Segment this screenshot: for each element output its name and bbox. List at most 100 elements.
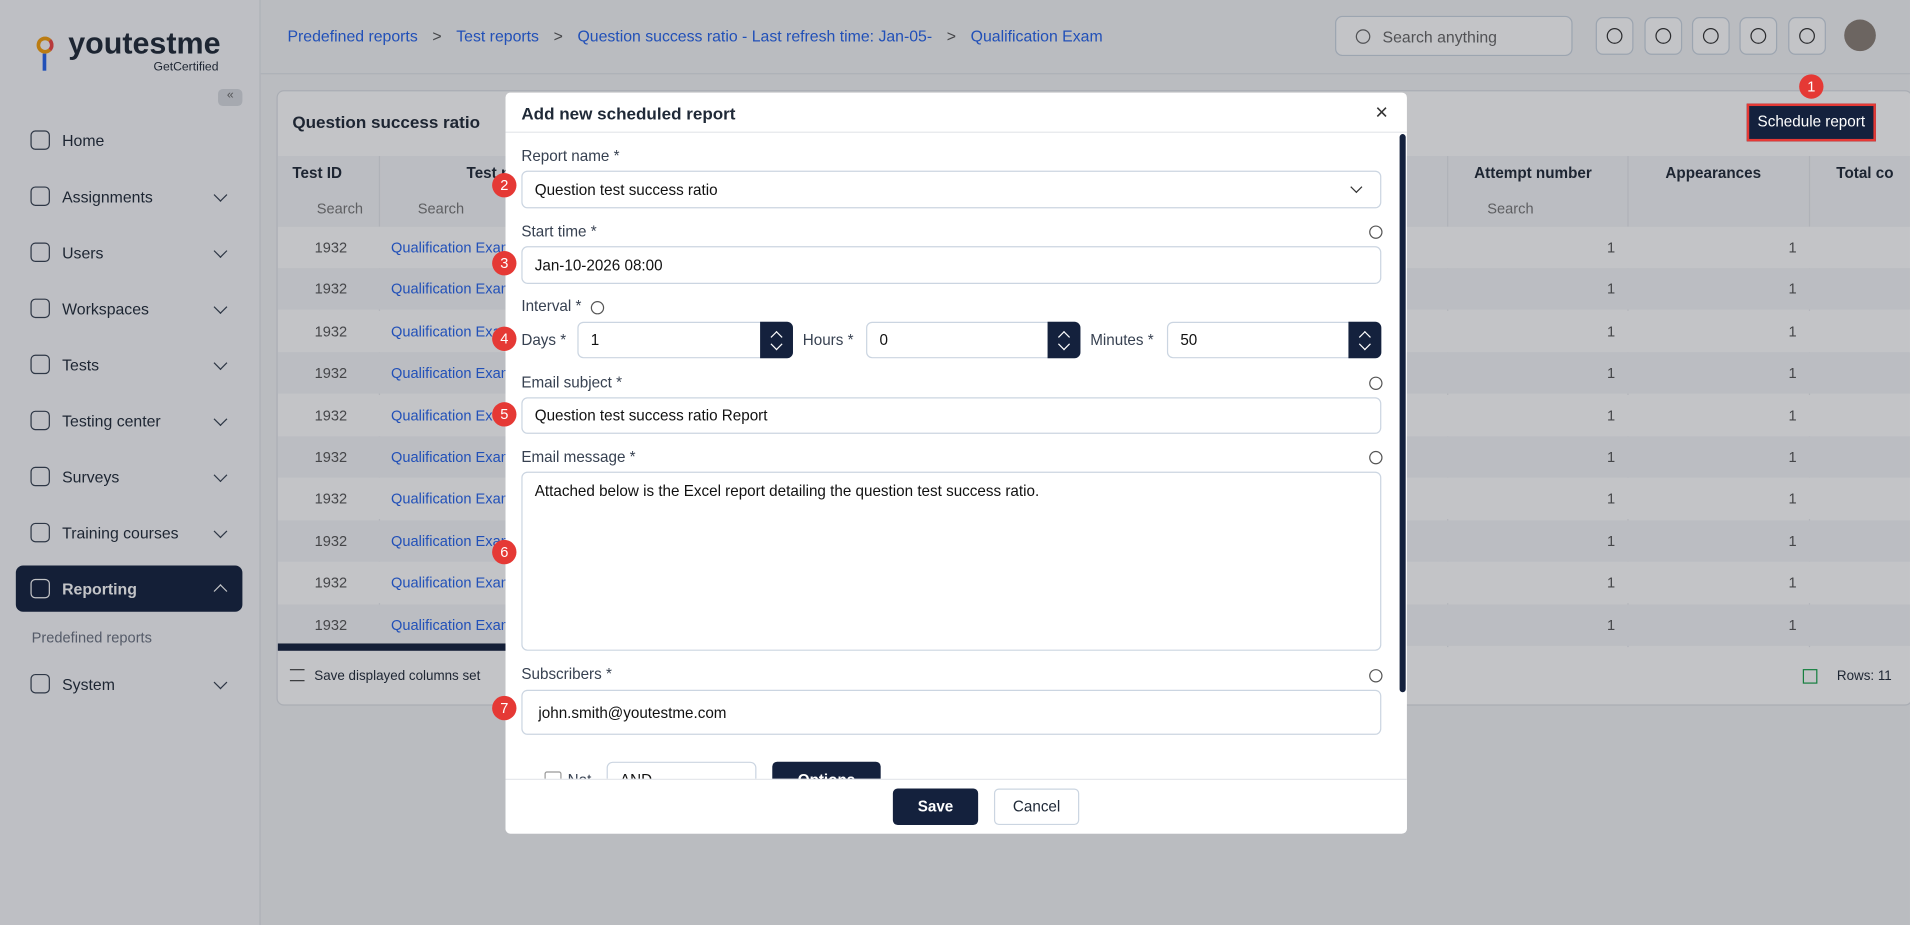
play-button[interactable] [1644, 17, 1683, 55]
step-marker: 5 [492, 402, 517, 427]
cell-test-id: 1932 [314, 574, 348, 592]
cell-test-name[interactable]: Qualification Exam [391, 616, 513, 634]
breadcrumb[interactable]: Test reports [456, 26, 539, 46]
logo-icon [36, 27, 54, 71]
start-time-input[interactable]: Jan-10-2026 08:00 [521, 246, 1382, 284]
nav-item[interactable]: Surveys [16, 453, 243, 499]
save-button[interactable]: Save [892, 788, 979, 826]
row-count: Rows: 11 [1836, 669, 1892, 684]
cancel-button[interactable]: Cancel [993, 788, 1080, 826]
subscribers-value: john.smith@youtestme.com [538, 703, 727, 721]
brand-tagline: GetCertified [153, 60, 219, 75]
modal: Add new scheduled report × Report name *… [505, 92, 1407, 834]
cell-appearances: 1 [1788, 616, 1797, 634]
breadcrumb[interactable]: Predefined reports [287, 26, 418, 46]
nav-subitem[interactable]: Predefined reports [31, 628, 152, 646]
topbar [260, 0, 1910, 75]
cell-appearances: 1 [1788, 448, 1797, 466]
cell-test-id: 1932 [314, 448, 348, 466]
nav-icon [30, 242, 50, 263]
cell-test-name[interactable]: Qualification Exam [391, 532, 513, 550]
step-marker: 6 [492, 539, 517, 565]
save-columns[interactable]: Save displayed columns set [314, 669, 481, 684]
column-header[interactable]: Total co [1836, 164, 1894, 182]
cell-test-name[interactable]: Qualification Exam [391, 280, 513, 298]
start-time-label: Start time * [521, 223, 597, 241]
panel-title: Question success ratio [292, 112, 481, 132]
subscribers-input[interactable]: john.smith@youtestme.com [521, 689, 1382, 735]
nav-icon [30, 522, 50, 543]
avatar[interactable] [1844, 19, 1876, 52]
nav-item[interactable]: Testing center [16, 397, 243, 443]
modal-title: Add new scheduled report [521, 103, 736, 124]
nav-item[interactable]: System [16, 661, 243, 707]
excel-icon[interactable] [1802, 669, 1818, 684]
nav-item[interactable]: Assignments [16, 173, 243, 219]
nav-item[interactable]: Users [16, 229, 243, 275]
sidebar: youtestme GetCertified « Home Assignments… [0, 0, 261, 925]
column-filter[interactable]: Search [1487, 199, 1534, 217]
days-spinner[interactable] [760, 321, 793, 359]
email-message-value: Attached below is the Excel report detai… [534, 482, 1040, 500]
minutes-spinner[interactable] [1348, 321, 1382, 359]
cell-appearances: 1 [1788, 490, 1797, 508]
step-marker: 7 [492, 695, 517, 721]
cell-test-id: 1932 [314, 364, 348, 382]
column-header[interactable]: Attempt number [1474, 164, 1592, 182]
close-button[interactable]: × [1375, 99, 1389, 125]
cell-attempt: 1 [1607, 574, 1616, 592]
h-scrollbar [277, 643, 510, 651]
cell-test-name[interactable]: Qualification Exam [391, 448, 513, 466]
cell-test-name[interactable]: Qualification Exam [391, 322, 513, 340]
nav-label: System [62, 674, 115, 693]
collapse-button[interactable]: « [218, 88, 243, 107]
cell-test-id: 1932 [314, 322, 348, 340]
report-name-select[interactable]: Question test success ratio [521, 170, 1382, 209]
breadcrumb[interactable]: Qualification Exam [970, 26, 1103, 46]
cell-test-name[interactable]: Qualification Exam [391, 364, 513, 382]
nav-item[interactable]: Reporting [15, 565, 243, 612]
hours-input[interactable]: 0 [866, 321, 1081, 359]
cell-attempt: 1 [1607, 364, 1616, 382]
nav-item[interactable]: Workspaces [16, 285, 243, 331]
minutes-label: Minutes * [1090, 331, 1154, 349]
email-message-input[interactable]: Attached below is the Excel report detai… [521, 471, 1382, 651]
column-header[interactable]: Appearances [1665, 164, 1762, 182]
nav-item[interactable]: Training courses [16, 509, 243, 555]
cell-attempt: 1 [1607, 406, 1616, 424]
menu-icon [289, 669, 305, 682]
cell-appearances: 1 [1788, 322, 1797, 340]
nav-item[interactable]: Home [16, 117, 243, 163]
cell-test-name[interactable]: Qualification Exam [391, 238, 513, 256]
nav-label: Testing center [62, 411, 161, 430]
step-marker: 3 [492, 251, 517, 276]
cell-attempt: 1 [1607, 280, 1616, 298]
cell-appearances: 1 [1788, 532, 1797, 550]
nav-label: Workspaces [62, 299, 149, 318]
notifications-button[interactable] [1788, 17, 1826, 55]
cell-test-name[interactable]: Qualification Exam [391, 490, 513, 508]
nav-icon [30, 466, 50, 487]
help-button[interactable] [1595, 17, 1634, 55]
cell-test-name[interactable]: Qualification Exam [391, 574, 513, 592]
email-subject-input[interactable]: Question test success ratio Report [521, 397, 1382, 434]
nav-item[interactable]: Tests [16, 341, 243, 387]
cell-test-id: 1932 [314, 532, 348, 550]
chat-button[interactable] [1739, 17, 1778, 55]
column-header[interactable]: Test ID [292, 164, 342, 182]
nav-label: Home [62, 131, 105, 150]
days-input[interactable]: 1 [577, 321, 793, 359]
minutes-input[interactable]: 50 [1166, 321, 1382, 359]
cell-test-name[interactable]: Qualification Exam [391, 406, 513, 424]
column-filter[interactable]: Search [417, 199, 465, 217]
schedule-report-button[interactable]: Schedule report [1746, 103, 1876, 142]
interval-label: Interval * [521, 297, 582, 315]
global-search[interactable]: Search anything [1335, 15, 1573, 57]
breadcrumb[interactable]: Question success ratio - Last refresh ti… [577, 26, 933, 46]
support-button[interactable] [1691, 17, 1730, 55]
hours-spinner[interactable] [1047, 321, 1081, 359]
column-filter[interactable]: Search [316, 199, 364, 217]
step-marker: 2 [492, 173, 517, 198]
nav-label: Users [62, 243, 104, 262]
